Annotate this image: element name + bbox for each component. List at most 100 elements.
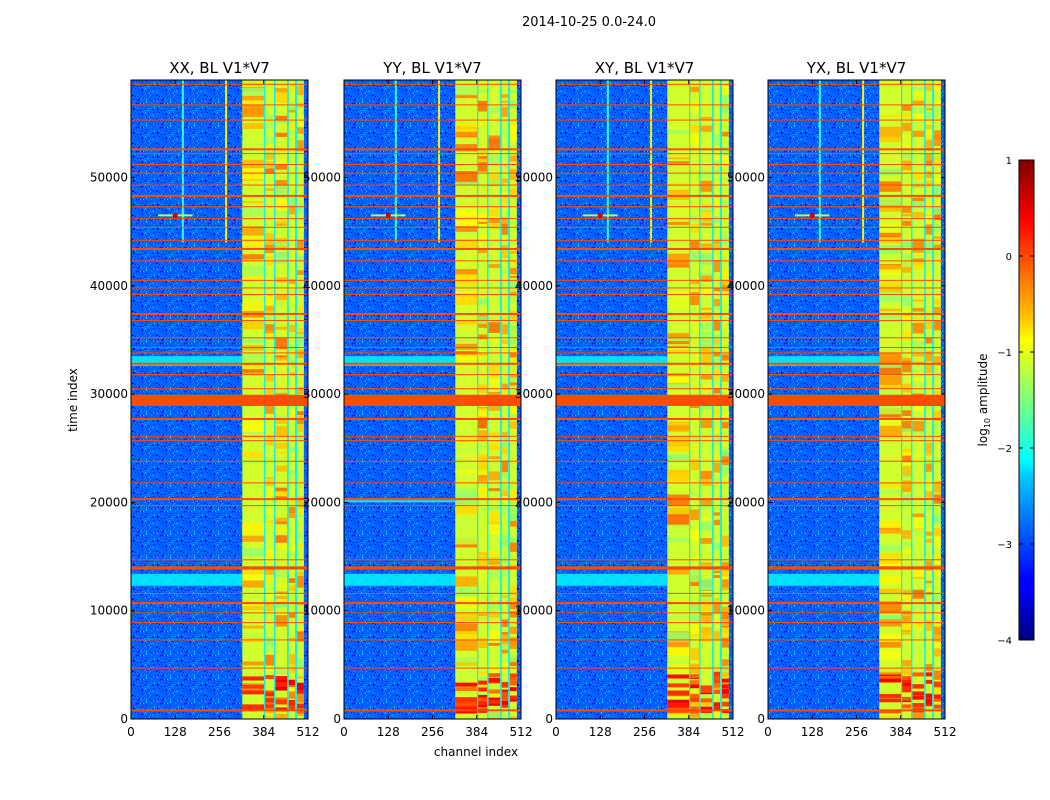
flagged-row <box>131 104 308 106</box>
flagged-row <box>768 83 945 85</box>
flagged-row <box>768 247 945 250</box>
flagged-row <box>344 417 521 420</box>
narrow-rfi-line <box>650 80 653 243</box>
y-tick-label: 10000 <box>515 604 553 618</box>
panel-xx: XX, BL V1*V7 0 128 256 384 512 0 10000 20000 3000… <box>90 59 320 739</box>
flagged-row <box>344 374 521 376</box>
narrow-rfi-line <box>438 80 441 243</box>
flagged-row <box>131 639 308 641</box>
flagged-row <box>768 337 945 339</box>
flagged-row <box>131 153 308 155</box>
flagged-row <box>556 337 733 339</box>
x-tick-label: 384 <box>465 725 488 739</box>
flagged-row <box>344 293 521 295</box>
y-tick-label: 0 <box>120 712 128 726</box>
flagged-row <box>768 505 945 507</box>
flagged-row <box>344 440 521 442</box>
y-tick-label: 50000 <box>303 170 341 184</box>
flagged-row <box>131 482 308 484</box>
flagged-row <box>344 709 521 712</box>
y-tick-label: 20000 <box>515 495 553 509</box>
flagged-row <box>344 482 521 484</box>
flagged-row <box>556 247 733 250</box>
flagged-row <box>556 602 733 605</box>
y-tick-label: 10000 <box>303 604 341 618</box>
colorbar-tick-label: 0 <box>1006 252 1012 263</box>
heatmap-image <box>556 80 733 719</box>
panels: XX, BL V1*V7 0 128 256 384 512 0 10000 20000 3000… <box>90 59 957 739</box>
flagged-row <box>768 279 945 281</box>
flagged-row <box>768 352 945 354</box>
flagged-row <box>556 417 733 420</box>
flagged-row <box>344 148 521 151</box>
flagged-row <box>768 312 945 315</box>
flagged-row <box>344 337 521 339</box>
flagged-row <box>556 226 733 228</box>
flagged-row <box>344 279 521 281</box>
flagged-row <box>344 260 521 262</box>
flagged-row <box>556 312 733 315</box>
panel-title: YX, BL V1*V7 <box>806 59 907 77</box>
y-tick-label: 10000 <box>727 604 765 618</box>
colorbar-tick-label: −2 <box>997 444 1012 455</box>
flagged-row <box>131 435 308 437</box>
flagged-row <box>768 709 945 712</box>
flagged-row <box>768 602 945 605</box>
flagged-row <box>344 83 521 85</box>
figure-suptitle: 2014-10-25 0.0-24.0 <box>522 15 656 30</box>
y-tick-label: 20000 <box>727 495 765 509</box>
heatmap-image <box>344 80 521 719</box>
y-tick-label: 30000 <box>303 387 341 401</box>
y-tick-label: 30000 <box>727 387 765 401</box>
y-tick-label: 30000 <box>90 387 128 401</box>
flagged-row <box>768 153 945 155</box>
flagged-row <box>556 612 733 614</box>
flagged-row <box>131 293 308 295</box>
flagged-row <box>131 602 308 605</box>
flagged-row <box>131 622 308 624</box>
narrow-rfi-line <box>181 80 184 243</box>
flagged-row <box>556 218 733 220</box>
flagged-row <box>131 194 308 197</box>
flagged-row <box>556 104 733 106</box>
flagged-row <box>556 667 733 669</box>
x-tick-label: 512 <box>510 725 533 739</box>
flagged-row <box>131 592 308 594</box>
flagged-row <box>344 247 521 250</box>
flagged-row <box>768 435 945 437</box>
x-tick-label: 512 <box>934 725 957 739</box>
flagged-row <box>556 172 733 174</box>
flagged-row <box>344 362 521 365</box>
flagged-row <box>131 505 308 507</box>
flagged-row <box>768 260 945 262</box>
flagged-row <box>556 639 733 641</box>
flagged-row <box>131 163 308 165</box>
flagged-row <box>131 709 308 712</box>
flagged-row <box>131 417 308 420</box>
x-tick-label: 0 <box>552 725 560 739</box>
flagged-row <box>768 612 945 614</box>
flagged-row <box>344 559 521 561</box>
flagged-row <box>768 559 945 561</box>
flagged-row <box>556 293 733 295</box>
x-tick-label: 256 <box>208 725 231 739</box>
x-tick-label: 128 <box>589 725 612 739</box>
flagged-row <box>768 667 945 669</box>
y-tick-label: 40000 <box>303 279 341 293</box>
narrow-rfi-line <box>606 80 609 243</box>
flagged-row <box>344 347 521 349</box>
flagged-row <box>556 194 733 197</box>
flagged-row <box>556 119 733 121</box>
x-tick-label: 128 <box>377 725 400 739</box>
y-tick-label: 20000 <box>303 495 341 509</box>
flagged-row <box>344 639 521 641</box>
flagged-row <box>768 417 945 420</box>
flagged-row <box>556 163 733 165</box>
flagged-row <box>768 388 945 390</box>
heatmap-image <box>768 80 945 719</box>
heatmap-image <box>131 80 308 719</box>
flagged-row <box>768 319 945 321</box>
flagged-row <box>131 279 308 281</box>
flagged-row <box>556 347 733 349</box>
